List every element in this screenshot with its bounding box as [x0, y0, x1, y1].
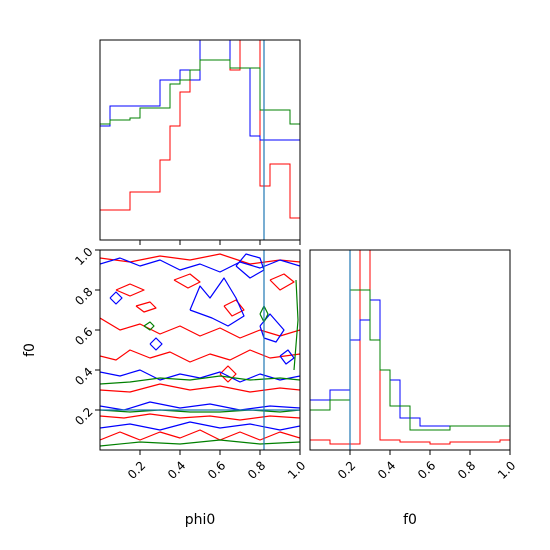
f0-axis-label-bottom: f0	[403, 512, 417, 528]
contour-blue-0	[100, 257, 300, 273]
phi0-axis-label: phi0	[185, 512, 216, 528]
contour-ytick-label: 0.4	[72, 365, 95, 388]
phi0-histogram-frame	[99, 39, 301, 241]
contour-green-1	[100, 409, 300, 413]
contour-green-0	[100, 375, 300, 385]
contour-ytick-label: 1.0	[72, 245, 95, 268]
phi0-histogram-panel	[99, 39, 301, 245]
contour-red-9	[223, 299, 245, 317]
contour-red-8	[173, 273, 201, 289]
contour-blue-4	[100, 369, 300, 383]
f0-hist-xtick-label: 0.4	[375, 458, 398, 481]
f0-histogram-panel: 0.2 0.4 0.6 0.8 1.0 f0	[309, 249, 518, 528]
contour-ytick-label: 0.6	[72, 325, 95, 348]
contour-red-2	[100, 349, 300, 363]
contour-blue-2	[235, 253, 265, 279]
contour-blue-1	[189, 277, 245, 327]
contour-ytick-label: 0.2	[72, 405, 95, 428]
contour-red-5	[100, 429, 300, 441]
contour-blue-6	[100, 421, 300, 431]
f0-hist-xtick-label: 0.2	[335, 458, 358, 481]
contour-xtick-label: 0.4	[165, 458, 188, 481]
contour-blue-8	[109, 291, 123, 305]
contour-red-0	[100, 253, 300, 265]
contour-blue-3	[259, 313, 285, 343]
phi0-hist-series-red	[100, 40, 300, 219]
f0-histogram-frame	[309, 249, 511, 451]
contour-blue-9	[279, 349, 295, 365]
contour-green-5	[293, 279, 299, 371]
contour-xtick-label: 0.6	[205, 458, 228, 481]
f0-axis-label: f0	[22, 343, 38, 357]
contour-red-1	[100, 317, 300, 339]
contour-xtick-label: 1.0	[285, 458, 308, 481]
contour-red-7	[135, 301, 157, 313]
contour-red-4	[100, 413, 300, 421]
contour-xtick-label: 0.2	[125, 458, 148, 481]
contour-red-10	[219, 365, 237, 383]
contour-green-4	[259, 305, 269, 323]
f0-hist-xtick-label: 1.0	[495, 458, 518, 481]
phi0-hist-series-green	[100, 59, 300, 125]
contour-red-3	[100, 383, 300, 393]
contour-blue-5	[100, 401, 300, 411]
contour-frame	[99, 249, 301, 451]
phi0-hist-series-blue	[100, 40, 300, 141]
contour-red-11	[269, 273, 295, 291]
contour-xtick-label: 0.8	[245, 458, 268, 481]
f0-hist-series-red	[310, 250, 510, 445]
f0-hist-xtick-label: 0.8	[455, 458, 478, 481]
contour-green-3	[143, 321, 155, 331]
f0-hist-xtick-label: 0.6	[415, 458, 438, 481]
phi0-f0-contour-panel: 0.2 0.4 0.6 0.8 1.0 0.2 0.4 0.6 0.8 1.0 phi0 f0	[22, 245, 308, 528]
contour-red-6	[115, 283, 145, 297]
f0-hist-series-green	[310, 289, 510, 431]
contour-green-2	[100, 439, 300, 447]
contour-blue-7	[149, 337, 163, 351]
contour-ytick-label: 0.8	[72, 285, 95, 308]
